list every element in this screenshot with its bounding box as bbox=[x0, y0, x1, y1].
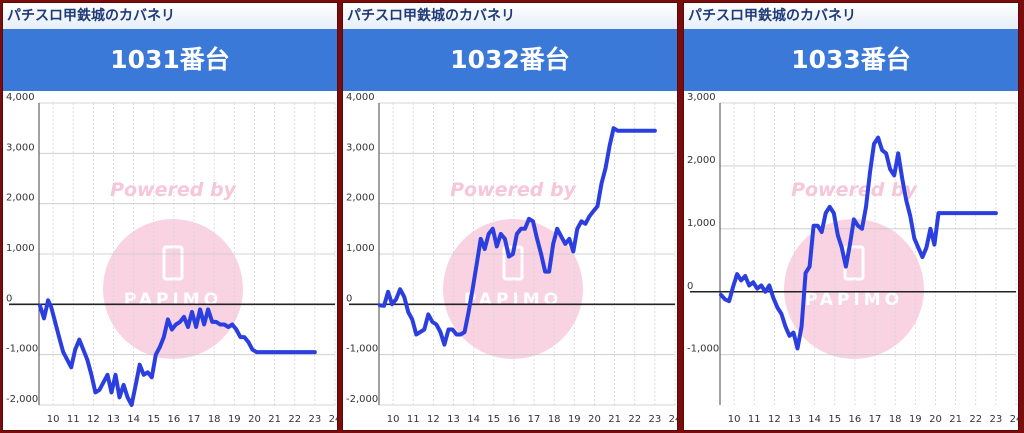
y-tick-label: -1,000 bbox=[687, 344, 719, 355]
x-tick-label: 12 bbox=[427, 414, 440, 425]
x-tick-label: 13 bbox=[447, 414, 460, 425]
x-tick-label: 11 bbox=[748, 414, 761, 425]
x-tick-label: 19 bbox=[909, 414, 922, 425]
x-tick-label: 11 bbox=[67, 414, 80, 425]
phone-icon bbox=[162, 245, 184, 281]
x-tick-label: 18 bbox=[208, 414, 221, 425]
y-tick-label: 3,000 bbox=[6, 142, 35, 153]
watermark-powered-by: Powered by bbox=[110, 179, 237, 201]
x-tick-label: 15 bbox=[828, 414, 841, 425]
x-tick-label: 20 bbox=[588, 414, 601, 425]
x-tick-label: 24 bbox=[669, 414, 677, 425]
chart-panel-1032: パチスロ甲鉄城のカバネリ 1032番台 Powered by PAPIMO 4,00… bbox=[343, 3, 677, 430]
x-tick-label: 22 bbox=[628, 414, 641, 425]
chart-panel-1033: パチスロ甲鉄城のカバネリ 1033番台 Powered by PAPIMO 3,00… bbox=[684, 3, 1018, 430]
chart-panel-1031: パチスロ甲鉄城のカバネリ 1031番台 Powered by PAPIMO 4,00… bbox=[3, 3, 337, 430]
x-tick-label: 23 bbox=[989, 414, 1002, 425]
y-tick-label: 1,000 bbox=[687, 218, 716, 229]
x-tick-label: 22 bbox=[969, 414, 982, 425]
x-tick-label: 15 bbox=[487, 414, 500, 425]
x-tick-label: 23 bbox=[308, 414, 321, 425]
x-tick-label: 14 bbox=[808, 414, 821, 425]
balance-line bbox=[378, 126, 657, 347]
x-tick-label: 19 bbox=[228, 414, 241, 425]
x-tick-label: 21 bbox=[268, 414, 281, 425]
x-tick-label: 20 bbox=[929, 414, 942, 425]
x-tick-label: 23 bbox=[648, 414, 661, 425]
balance-chart: Powered by PAPIMO 4,000 3,000 2,000 1,000 0 -1,… bbox=[346, 92, 677, 425]
x-tick-label: 14 bbox=[467, 414, 480, 425]
x-tick-label: 16 bbox=[508, 414, 521, 425]
x-tick-label: 21 bbox=[608, 414, 621, 425]
x-tick-label: 10 bbox=[47, 414, 60, 425]
y-tick-label: 0 bbox=[346, 293, 352, 304]
balance-line bbox=[719, 135, 998, 351]
watermark-powered-by: Powered by bbox=[791, 179, 918, 201]
x-tick-label: 17 bbox=[188, 414, 201, 425]
x-tick-label: 22 bbox=[288, 414, 301, 425]
x-tick-label: 12 bbox=[768, 414, 781, 425]
machine-name: パチスロ甲鉄城のカバネリ bbox=[343, 3, 677, 29]
watermark-circle bbox=[103, 219, 243, 359]
y-tick-label: 1,000 bbox=[6, 243, 35, 254]
y-tick-label: -1,000 bbox=[6, 344, 38, 355]
unit-number-header: 1032番台 bbox=[343, 29, 677, 91]
x-tick-label: 17 bbox=[869, 414, 882, 425]
y-tick-label: 2,000 bbox=[346, 193, 375, 204]
y-tick-label: 2,000 bbox=[6, 193, 35, 204]
y-tick-label: -2,000 bbox=[6, 394, 38, 405]
y-tick-label: 4,000 bbox=[346, 92, 375, 103]
x-tick-label: 10 bbox=[728, 414, 741, 425]
balance-chart: Powered by PAPIMO 4,000 3,000 2,000 1,000 0 -1,… bbox=[6, 92, 337, 425]
x-tick-label: 13 bbox=[107, 414, 120, 425]
x-tick-label: 20 bbox=[248, 414, 261, 425]
balance-line bbox=[38, 298, 317, 407]
machine-name: パチスロ甲鉄城のカバネリ bbox=[3, 3, 337, 29]
unit-number-header: 1033番台 bbox=[684, 29, 1018, 91]
x-tick-label: 13 bbox=[788, 414, 801, 425]
x-tick-label: 15 bbox=[147, 414, 160, 425]
x-tick-label: 18 bbox=[548, 414, 561, 425]
y-tick-label: 2,000 bbox=[687, 155, 716, 166]
x-tick-label: 16 bbox=[849, 414, 862, 425]
balance-chart: Powered by PAPIMO 3,000 2,000 1,000 0 -1,000 10… bbox=[687, 92, 1018, 425]
watermark-powered-by: Powered by bbox=[450, 179, 577, 201]
x-tick-label: 12 bbox=[87, 414, 100, 425]
x-tick-label: 24 bbox=[1010, 414, 1018, 425]
watermark-logo: PAPIMO bbox=[464, 290, 562, 310]
machine-name: パチスロ甲鉄城のカバネリ bbox=[684, 3, 1018, 29]
y-tick-label: -1,000 bbox=[346, 344, 378, 355]
x-tick-label: 18 bbox=[889, 414, 902, 425]
y-tick-label: 3,000 bbox=[346, 142, 375, 153]
x-tick-label: 16 bbox=[168, 414, 181, 425]
y-tick-label: 4,000 bbox=[6, 92, 35, 103]
watermark-logo: PAPIMO bbox=[805, 290, 903, 310]
y-tick-label: 0 bbox=[6, 293, 12, 304]
y-tick-label: -2,000 bbox=[346, 394, 378, 405]
y-tick-label: 0 bbox=[687, 281, 693, 292]
unit-number-header: 1031番台 bbox=[3, 29, 337, 91]
x-tick-label: 19 bbox=[568, 414, 581, 425]
y-tick-label: 3,000 bbox=[687, 92, 716, 103]
y-tick-label: 1,000 bbox=[346, 243, 375, 254]
x-tick-label: 24 bbox=[329, 414, 337, 425]
x-tick-label: 21 bbox=[949, 414, 962, 425]
x-tick-label: 17 bbox=[528, 414, 541, 425]
watermark-logo: PAPIMO bbox=[124, 290, 222, 310]
x-tick-label: 10 bbox=[387, 414, 400, 425]
x-tick-label: 14 bbox=[127, 414, 140, 425]
x-tick-label: 11 bbox=[407, 414, 420, 425]
watermark-circle bbox=[784, 219, 924, 359]
